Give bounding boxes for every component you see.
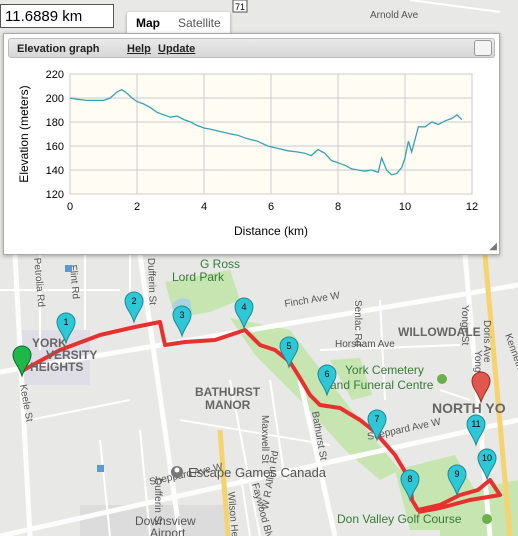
x-axis-label: Distance (km) bbox=[234, 224, 308, 238]
street-dufferin-st: Dufferin St bbox=[145, 258, 158, 306]
route-start-marker[interactable] bbox=[12, 345, 32, 378]
label-don-valley: Don Valley Golf Course bbox=[337, 512, 462, 526]
highway-71-shield: 71 bbox=[232, 0, 248, 13]
poi-icons bbox=[65, 265, 492, 524]
local-streets bbox=[0, 0, 501, 536]
street-yonge-st: Yonge St bbox=[459, 305, 470, 345]
y-tick-label: 120 bbox=[46, 189, 64, 201]
route-marker-label: 7 bbox=[374, 414, 379, 424]
street-petrolia-rd: Petrolia Rd bbox=[31, 257, 46, 307]
route-marker-label: 11 bbox=[471, 419, 480, 429]
label-york-university-1: YORK bbox=[32, 336, 67, 350]
label-york-cemetery-2: and Funeral Centre bbox=[330, 378, 434, 392]
label-north-york: NORTH YO bbox=[432, 400, 506, 416]
x-tick-label: 8 bbox=[335, 201, 341, 213]
y-tick-label: 200 bbox=[46, 93, 64, 105]
label-york-cemetery-1: York Cemetery bbox=[345, 363, 424, 377]
distance-field[interactable]: 11.6889 km bbox=[0, 4, 114, 28]
route-marker-11[interactable]: 11 bbox=[466, 414, 486, 447]
street-senlac-rd: Senlac Rd bbox=[352, 300, 363, 346]
route-marker-8[interactable]: 8 bbox=[400, 469, 420, 502]
street-horsham-ave: Horsham Ave bbox=[335, 339, 395, 350]
label-bathurst-manor-2: MANOR bbox=[205, 398, 251, 412]
label-g-ross: G Ross bbox=[200, 257, 240, 271]
route-marker-7[interactable]: 7 bbox=[367, 409, 387, 442]
major-roads bbox=[0, 254, 518, 536]
x-tick-label: 4 bbox=[201, 201, 207, 213]
y-tick-label: 140 bbox=[46, 165, 64, 177]
update-link[interactable]: Update bbox=[158, 43, 196, 55]
route-marker-2[interactable]: 2 bbox=[124, 291, 144, 324]
route-marker-label: 9 bbox=[454, 469, 459, 479]
y-tick-label: 160 bbox=[46, 141, 64, 153]
route-marker-10[interactable]: 10 bbox=[477, 448, 497, 481]
route-marker-6[interactable]: 6 bbox=[317, 364, 337, 397]
street-dufferin-st-2: Dufferin St bbox=[152, 478, 163, 525]
y-axis-label: Elevation (meters) bbox=[17, 85, 31, 182]
x-tick-label: 6 bbox=[268, 201, 274, 213]
route-marker-label: 8 bbox=[407, 474, 412, 484]
x-tick-label: 10 bbox=[399, 201, 411, 213]
route-marker-3[interactable]: 3 bbox=[172, 305, 192, 338]
x-tick-label: 0 bbox=[67, 201, 73, 213]
y-tick-label: 180 bbox=[46, 117, 64, 129]
route-marker-label: 4 bbox=[241, 302, 246, 312]
route-marker-label: 10 bbox=[482, 453, 492, 463]
route-marker-1[interactable]: 1 bbox=[56, 312, 76, 345]
resize-handle[interactable]: ◢ bbox=[489, 241, 497, 252]
x-tick-label: 12 bbox=[466, 201, 478, 213]
street-arnold-ave: Arnold Ave bbox=[370, 10, 419, 21]
label-bathurst-manor-1: BATHURST bbox=[195, 385, 261, 399]
label-escape-games: Escape Games Canada bbox=[188, 465, 327, 480]
route-marker-5[interactable]: 5 bbox=[279, 336, 299, 369]
map-type-map-button[interactable]: Map bbox=[136, 16, 160, 30]
map-type-satellite-button[interactable]: Satellite bbox=[178, 16, 221, 30]
elevation-panel: Elevation graph Help Update 120 140 160 180… bbox=[3, 33, 500, 255]
elevation-chart: 120 140 160 180 200 220 0 2 4 6 8 10 12 Distance (km… bbox=[17, 69, 478, 238]
elevation-panel-header: Elevation graph Help Update bbox=[8, 38, 495, 58]
label-york-university-3: HEIGHTS bbox=[30, 360, 83, 374]
route-marker-label: 5 bbox=[286, 341, 291, 351]
street-maxwell-st: Maxwell St bbox=[259, 415, 270, 464]
route-marker-label: 3 bbox=[179, 310, 184, 320]
highways bbox=[217, 254, 513, 536]
street-doris-ave: Doris Ave bbox=[481, 320, 492, 363]
route-marker-label: 2 bbox=[131, 296, 136, 306]
label-downsview-2: Airport bbox=[150, 526, 186, 536]
street-wilson-heights: Wilson Hei bbox=[225, 491, 240, 536]
map-type-control: Map Satellite bbox=[127, 12, 230, 34]
elevation-panel-title: Elevation graph bbox=[17, 43, 100, 55]
street-yonge-st-2: Yonge St bbox=[472, 350, 483, 390]
route-marker-4[interactable]: 4 bbox=[234, 297, 254, 330]
x-tick-label: 2 bbox=[134, 201, 140, 213]
collapse-button[interactable] bbox=[474, 40, 492, 56]
elevation-line bbox=[69, 88, 463, 176]
route-marker-label: 1 bbox=[63, 317, 68, 327]
route-line bbox=[19, 320, 502, 514]
label-york-university-2: VERSITY bbox=[46, 348, 97, 362]
help-link[interactable]: Help bbox=[127, 43, 151, 55]
label-willowdale: WILLOWDALE bbox=[398, 325, 481, 339]
y-tick-label: 220 bbox=[46, 69, 64, 81]
route-marker-label: 6 bbox=[324, 369, 329, 379]
route-end-marker[interactable] bbox=[471, 371, 491, 404]
street-flint-rd: Flint Rd bbox=[67, 264, 81, 299]
highway-71-label: 71 bbox=[235, 2, 245, 12]
label-downsview-1: Downsview bbox=[135, 514, 196, 528]
label-lord-park: Lord Park bbox=[172, 270, 225, 284]
route-marker-9[interactable]: 9 bbox=[447, 464, 467, 497]
